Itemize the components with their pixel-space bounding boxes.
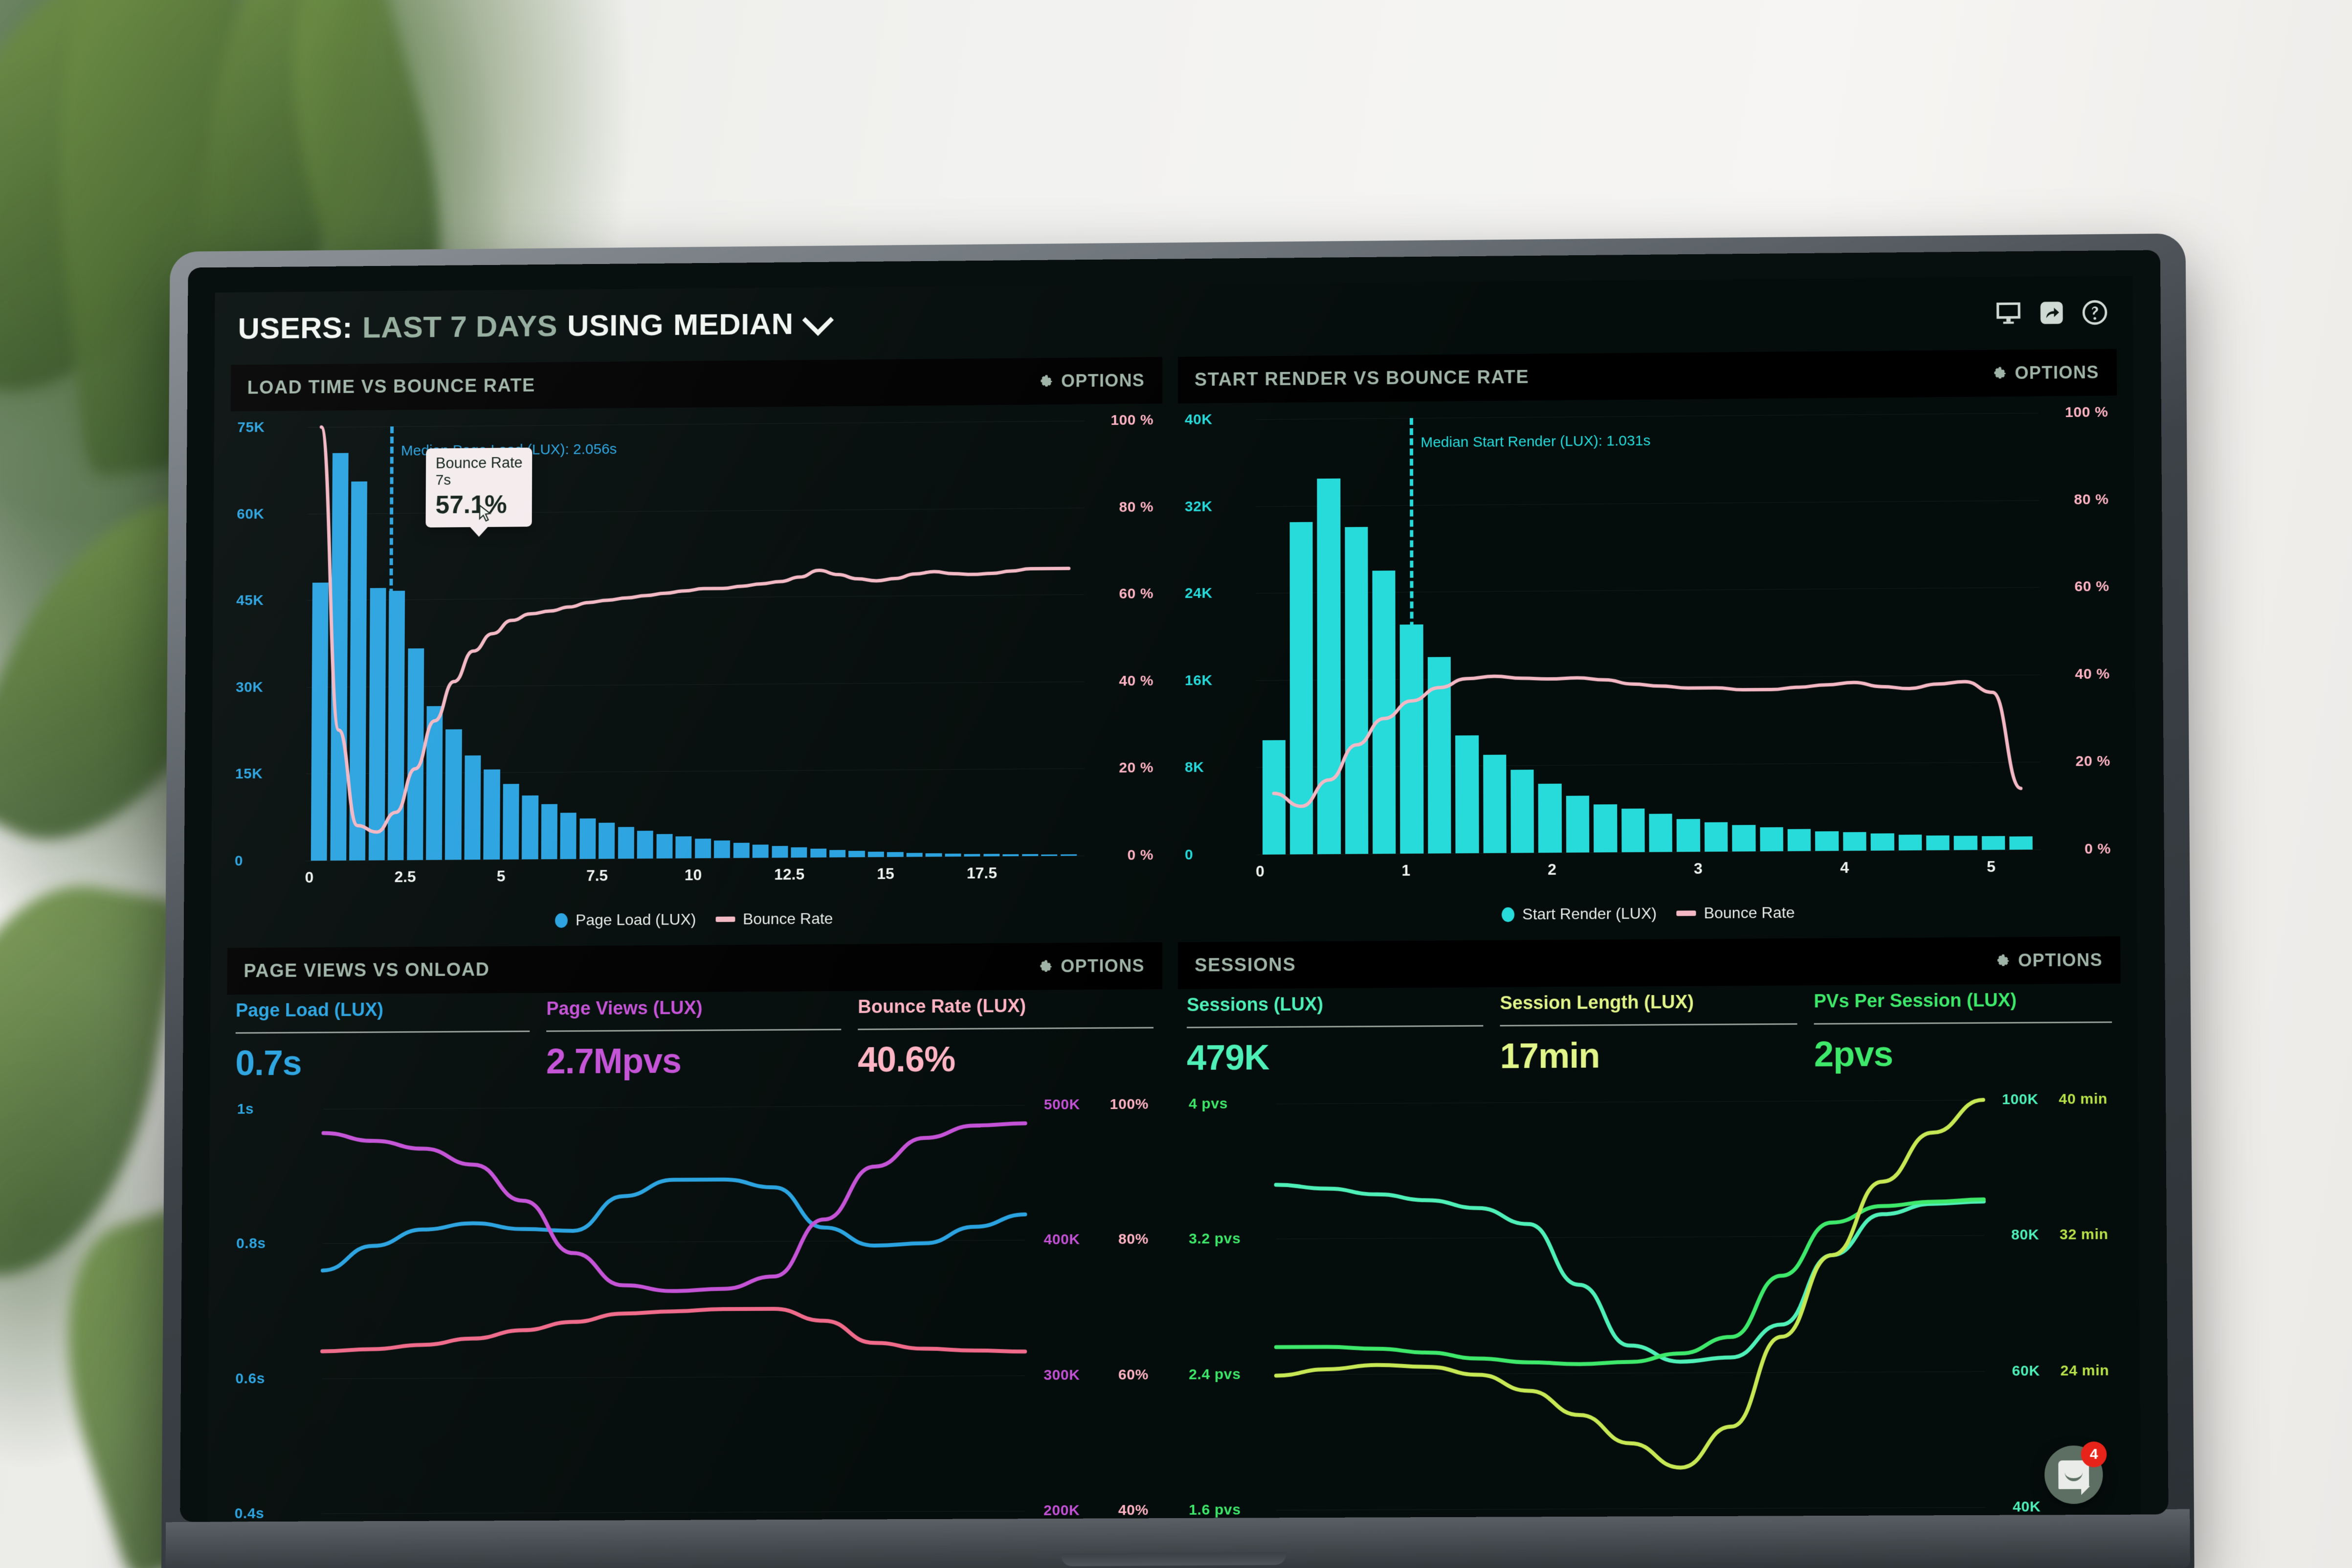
line-series xyxy=(323,1178,1025,1270)
panel-sessions: SESSIONS OPTIONS Sessions xyxy=(1178,936,2124,1519)
legend-dot-icon xyxy=(1502,907,1515,922)
bounce-rate-line xyxy=(1178,396,2120,928)
title-metric: MEDIAN xyxy=(673,307,794,342)
help-icon[interactable] xyxy=(2082,300,2108,325)
chart-start-render[interactable]: 0 8K 16K 24K 32K 40K 0 % 20 % 40 % 60 % 80 % 100 % 0… xyxy=(1178,396,2120,928)
legend-label: Start Render (LUX) xyxy=(1522,904,1657,923)
panel-header: PAGE VIEWS VS ONLOAD OPTIONS xyxy=(227,942,1162,995)
panel-header: START RENDER VS BOUNCE RATE OPTIONS xyxy=(1177,349,2117,404)
options-label: OPTIONS xyxy=(1061,955,1145,976)
gear-icon xyxy=(1997,954,2009,966)
laptop: USERS: LAST 7 DAYS USING MEDIAN xyxy=(161,233,2195,1568)
line-series xyxy=(322,1308,1025,1355)
legend-label: Bounce Rate xyxy=(1704,904,1795,922)
title-range: LAST 7 DAYS xyxy=(362,309,558,344)
panel-body: Sessions (LUX) 479K Session Length (LUX)… xyxy=(1178,983,2124,1519)
mouse-cursor xyxy=(478,504,493,525)
chat-icon xyxy=(2058,1460,2089,1489)
line-series-group xyxy=(1178,984,2124,1518)
options-button[interactable]: OPTIONS xyxy=(1991,362,2099,384)
panel-title: SESSIONS xyxy=(1195,954,1296,976)
legend-item[interactable]: Page Load (LUX) xyxy=(555,910,696,929)
line-series xyxy=(323,1123,1025,1293)
bounce-rate-line xyxy=(227,403,1162,934)
hinge-notch xyxy=(1061,1552,1287,1567)
legend-dot-icon xyxy=(555,913,568,928)
legend-label: Page Load (LUX) xyxy=(576,910,696,929)
chart-sessions[interactable]: 1.6 pvs 2.4 pvs 3.2 pvs 4 pvs 40K 60K 80K 100K 2… xyxy=(1178,984,2124,1518)
panel-body: Page Load (LUX) 0.7s Page Views (LUX) 2.… xyxy=(223,989,1162,1522)
line-series xyxy=(1276,1199,1985,1365)
panel-load-time-vs-bounce-rate: LOAD TIME VS BOUNCE RATE OPTIONS 0 15K 30K… xyxy=(227,357,1163,934)
tooltip-subtitle: 7s xyxy=(435,472,451,488)
tooltip-title: Bounce Rate xyxy=(435,454,523,472)
panel-title: LOAD TIME VS BOUNCE RATE xyxy=(247,375,535,398)
options-button[interactable]: OPTIONS xyxy=(1038,370,1145,392)
chart-load-time[interactable]: 0 15K 30K 45K 60K 75K 0 % 20 % 40 % 60 % 80 % 100 %… xyxy=(227,403,1162,934)
panel-header: LOAD TIME VS BOUNCE RATE OPTIONS xyxy=(230,357,1163,412)
panel-body: 0 8K 16K 24K 32K 40K 0 % 20 % 40 % 60 % 80 % 100 % 0… xyxy=(1177,396,2120,928)
screen-bezel: USERS: LAST 7 DAYS USING MEDIAN xyxy=(180,250,2169,1522)
chat-unread-badge: 4 xyxy=(2081,1441,2107,1468)
dashboard: USERS: LAST 7 DAYS USING MEDIAN xyxy=(207,275,2141,1522)
line-series xyxy=(1276,1100,1985,1469)
top-bar: USERS: LAST 7 DAYS USING MEDIAN xyxy=(231,276,2116,365)
panel-page-views-vs-onload: PAGE VIEWS VS ONLOAD OPTIONS xyxy=(223,942,1162,1522)
chart-page-views[interactable]: 0.4s 0.6s 0.8s 1s 200K 300K 400K 500K 40% 60% 80% 1… xyxy=(224,989,1162,1522)
options-button[interactable]: OPTIONS xyxy=(1995,950,2103,971)
options-label: OPTIONS xyxy=(1061,370,1145,391)
panel-body: 0 15K 30K 45K 60K 75K 0 % 20 % 40 % 60 % 80 % 100 %… xyxy=(227,403,1163,934)
screen: USERS: LAST 7 DAYS USING MEDIAN xyxy=(207,275,2141,1522)
title-using: USING xyxy=(567,308,664,343)
gear-icon xyxy=(1041,375,1053,387)
panel-header: SESSIONS OPTIONS xyxy=(1178,936,2121,990)
options-button[interactable]: OPTIONS xyxy=(1037,955,1145,976)
panel-start-render-vs-bounce-rate: START RENDER VS BOUNCE RATE OPTIONS 0 8K 1… xyxy=(1177,349,2120,928)
gear-icon xyxy=(1040,960,1052,972)
legend-dash-icon xyxy=(1676,910,1696,916)
options-label: OPTIONS xyxy=(2015,362,2099,383)
share-icon[interactable] xyxy=(2039,300,2064,326)
panel-title: START RENDER VS BOUNCE RATE xyxy=(1194,367,1530,390)
title-prefix: USERS: xyxy=(238,310,353,346)
monitor-icon[interactable] xyxy=(1996,301,2021,326)
line-series-group xyxy=(224,989,1162,1522)
legend-item[interactable]: Bounce Rate xyxy=(715,909,833,928)
gear-icon xyxy=(1994,367,2006,379)
panel-title: PAGE VIEWS VS ONLOAD xyxy=(244,959,490,981)
legend-item[interactable]: Bounce Rate xyxy=(1676,904,1795,923)
options-label: OPTIONS xyxy=(2018,950,2103,971)
chevron-down-icon[interactable] xyxy=(802,304,834,336)
legend-label: Bounce Rate xyxy=(743,909,833,928)
page-title[interactable]: USERS: LAST 7 DAYS USING MEDIAN xyxy=(238,304,834,346)
legend-item[interactable]: Start Render (LUX) xyxy=(1502,905,1657,924)
panel-grid: LOAD TIME VS BOUNCE RATE OPTIONS 0 15K 30K… xyxy=(223,349,2124,1522)
chat-widget-button[interactable]: 4 xyxy=(2044,1441,2107,1504)
top-bar-icons xyxy=(1996,300,2108,326)
legend-dash-icon xyxy=(715,916,735,922)
line-series xyxy=(1276,1181,1985,1364)
